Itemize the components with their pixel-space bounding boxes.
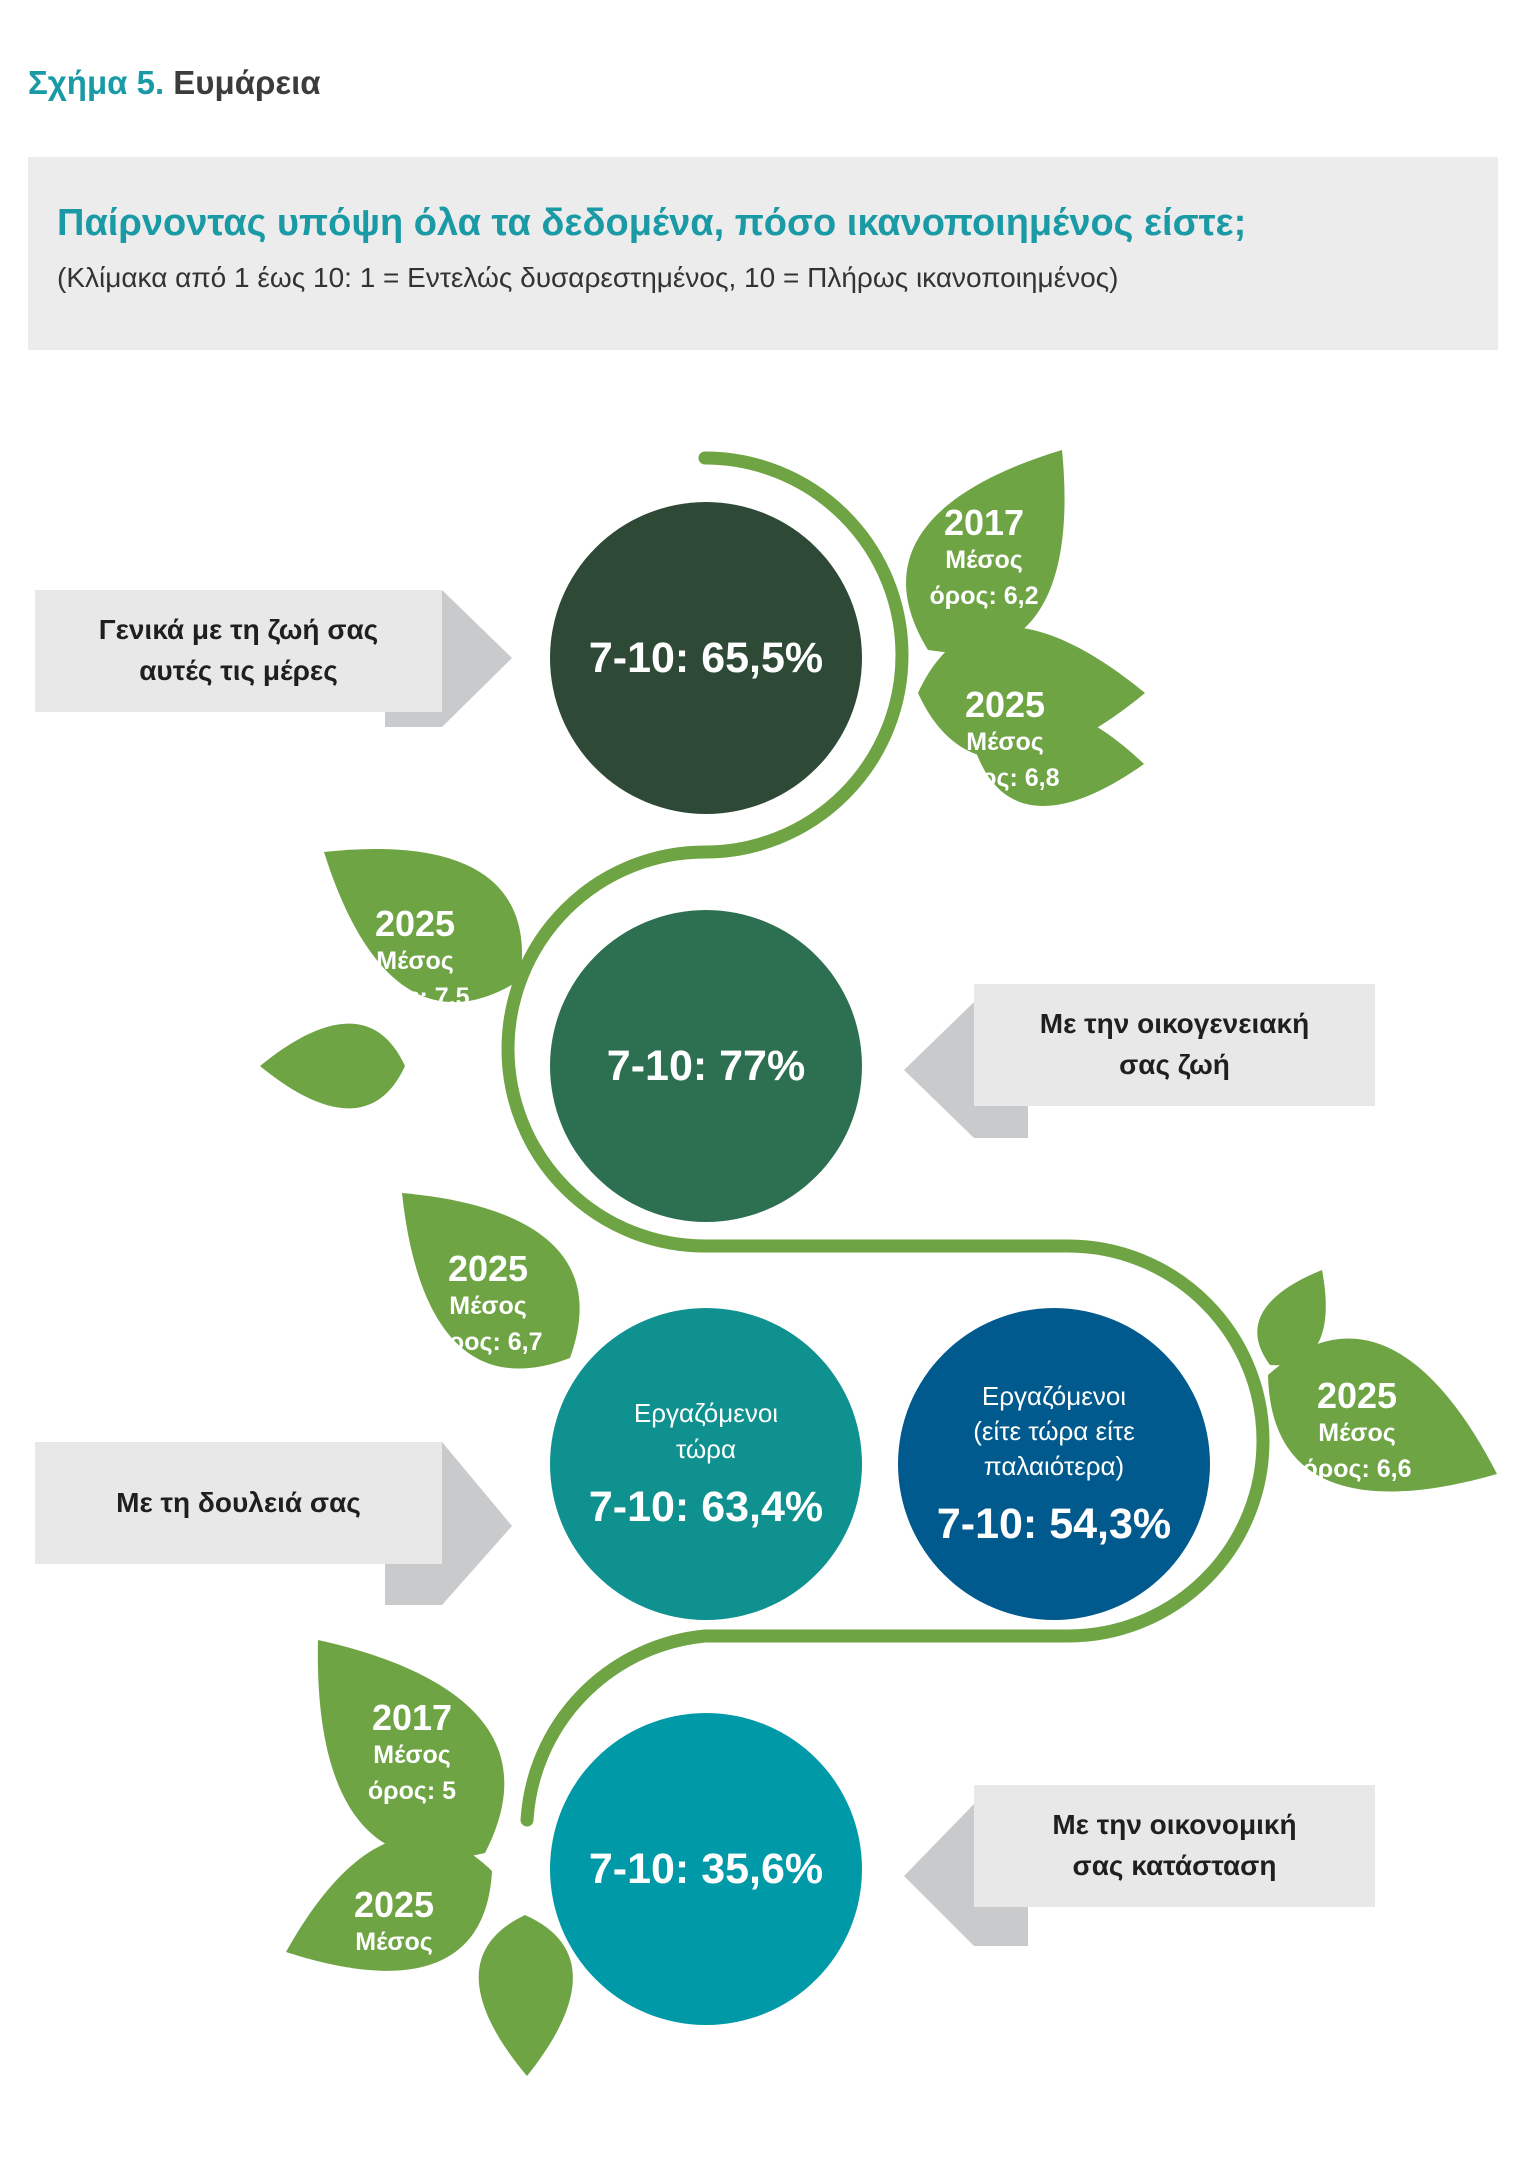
leaf-mean: όρος: 5,4 bbox=[339, 1963, 449, 1992]
leaf-caption: Μέσος bbox=[355, 1928, 433, 1957]
leaf-text-life-2025: 2025 Μέσος όρος: 6,8 bbox=[950, 684, 1059, 796]
leaf-year: 2025 bbox=[353, 1883, 435, 1925]
leaf-year: 2025 bbox=[1316, 1374, 1398, 1416]
question-title: Παίρνοντας υπόψη όλα τα δεδομένα, πόσο ι… bbox=[57, 202, 1247, 244]
question-scale: (Κλίμακα από 1 έως 10: 1 = Εντελώς δυσαρ… bbox=[57, 262, 1119, 293]
leaf-caption: Μέσος bbox=[1318, 1419, 1396, 1448]
leaf-shape bbox=[317, 1640, 505, 1859]
label-line: αυτές τις μέρες bbox=[139, 655, 338, 686]
leaf-caption: Μέσος bbox=[966, 728, 1044, 757]
leaf-year: 2025 bbox=[964, 683, 1046, 725]
leaf-year: 2025 bbox=[374, 902, 456, 944]
leaf-text-family-2025: 2025 Μέσος όρος: 7,5 bbox=[360, 903, 469, 1015]
leaf-mean: όρος: 7,5 bbox=[360, 982, 470, 1011]
circle-caption: Εργαζόμενοι bbox=[981, 1380, 1127, 1411]
label-box-right-2 bbox=[904, 1785, 1375, 1946]
leaf-mean: όρος: 6,6 bbox=[1302, 1454, 1412, 1483]
leaf-mean: όρος: 5 bbox=[367, 1776, 457, 1805]
leaf-mean: όρος: 6,7 bbox=[433, 1327, 543, 1356]
leaf-caption: Μέσος bbox=[945, 546, 1023, 575]
figure-name: Ευμάρεια bbox=[173, 64, 321, 101]
leaf-text-finances-2017: 2017 Μέσος όρος: 5 bbox=[368, 1697, 456, 1809]
circle-work-ever: Εργαζόμενοι (είτε τώρα είτε παλαιότερα) 7-… bbox=[898, 1308, 1210, 1620]
circle-value: 7-10: 63,4% bbox=[588, 1482, 824, 1531]
label-work: Με τη δουλειά σας bbox=[35, 1442, 442, 1564]
figure-title: Σχήμα 5. Ευμάρεια bbox=[28, 64, 321, 102]
leaf-shape bbox=[402, 1193, 580, 1369]
leaf-text-finances-2025: 2025 Μέσος όρος: 5,4 bbox=[339, 1884, 448, 1996]
circle-value: 7-10: 35,6% bbox=[588, 1844, 824, 1893]
leaf-shape bbox=[286, 1836, 492, 1971]
vine-stem bbox=[501, 451, 1270, 1827]
label-line: Γενικά με τη ζωή σας bbox=[98, 614, 379, 646]
label-line: Με τη δουλειά σας bbox=[116, 1486, 361, 1518]
circle-family-life: 7-10: 77% bbox=[550, 910, 862, 1222]
label-box-left-2 bbox=[35, 1442, 512, 1605]
label-line: σας ζωή bbox=[1119, 1049, 1230, 1080]
leaf-year: 2017 bbox=[371, 1696, 453, 1738]
leaf-shape bbox=[918, 626, 1145, 760]
label-finances: Με την οικονομική σας κατάσταση bbox=[974, 1785, 1375, 1907]
circle-value: 7-10: 65,5% bbox=[588, 633, 824, 682]
leaf-shape bbox=[324, 848, 523, 1003]
label-line: σας κατάσταση bbox=[1072, 1850, 1277, 1881]
circle-caption: παλαιότερα) bbox=[983, 1451, 1125, 1482]
circle-caption: τώρα bbox=[675, 1433, 737, 1464]
leaf-text-work-ever-2025: 2025 Μέσος όρος: 6,6 bbox=[1302, 1375, 1411, 1487]
figure-number: Σχήμα 5. bbox=[28, 64, 165, 101]
leaf-caption: Μέσος bbox=[376, 947, 454, 976]
circle-caption: Εργαζόμενοι bbox=[633, 1398, 779, 1429]
leaf-year: 2017 bbox=[943, 501, 1025, 543]
circle-caption: (είτε τώρα είτε bbox=[973, 1415, 1135, 1446]
label-life-overall: Γενικά με τη ζωή σας αυτές τις μέρες bbox=[35, 590, 442, 712]
leaf-shape bbox=[1268, 1338, 1497, 1492]
label-family-life: Με την οικογενειακή σας ζωή bbox=[974, 984, 1375, 1106]
circle-work-current: Εργαζόμενοι τώρα 7-10: 63,4% bbox=[550, 1308, 862, 1620]
leaf-shape bbox=[478, 1915, 573, 2076]
circle-value: 7-10: 54,3% bbox=[936, 1500, 1172, 1549]
question-header: Παίρνοντας υπόψη όλα τα δεδομένα, πόσο ι… bbox=[28, 157, 1498, 350]
leaf-text-life-2017: 2017 Μέσος όρος: 6,2 bbox=[929, 502, 1038, 614]
leaf-shape bbox=[260, 1023, 405, 1109]
leaf-mean: όρος: 6,2 bbox=[929, 581, 1039, 610]
label-line: Με την οικογενειακή bbox=[1039, 1008, 1310, 1040]
leaf-shape bbox=[906, 450, 1065, 653]
leaf-mean: όρος: 6,8 bbox=[950, 763, 1060, 792]
leaf-caption: Μέσος bbox=[373, 1741, 451, 1770]
circle-life-overall: 7-10: 65,5% bbox=[550, 502, 862, 814]
circle-finances: 7-10: 35,6% bbox=[550, 1713, 862, 2025]
leaf-year: 2025 bbox=[447, 1247, 529, 1289]
label-box-right-1 bbox=[904, 984, 1375, 1138]
leaf-caption: Μέσος bbox=[449, 1292, 527, 1321]
leaf-text-work-current-2025: 2025 Μέσος όρος: 6,7 bbox=[433, 1248, 542, 1360]
label-line: Με την οικονομική bbox=[1052, 1809, 1297, 1841]
circle-value: 7-10: 77% bbox=[606, 1041, 806, 1090]
label-box-left-1 bbox=[35, 590, 512, 727]
leaf-shape bbox=[1257, 1270, 1326, 1366]
